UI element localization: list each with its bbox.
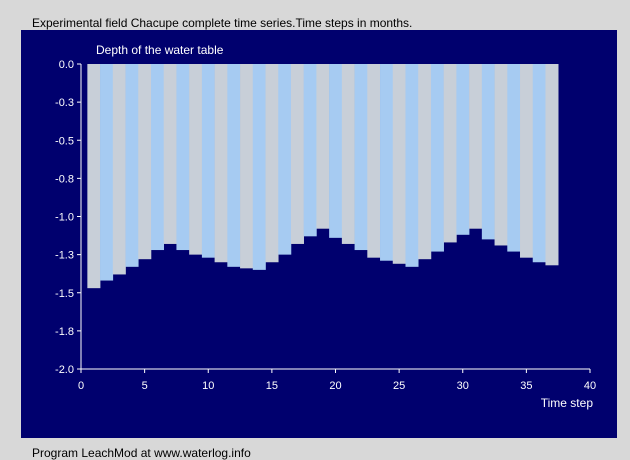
bar-step-9 — [189, 64, 203, 255]
x-tick-label: 40 — [584, 380, 596, 392]
chart-title: Depth of the water table — [96, 43, 224, 57]
y-tick-label: -2.0 — [55, 364, 74, 376]
chart-panel: Depth of the water table 0.0 -0.3 -0.5 -0.8… — [21, 30, 617, 438]
y-tick-label: 0.0 — [59, 59, 74, 71]
bar-step-37 — [545, 64, 559, 266]
bar-step-25 — [392, 64, 406, 264]
x-tick-label: 20 — [329, 380, 341, 392]
x-tick-label: 35 — [520, 380, 532, 392]
bar-step-23 — [367, 64, 381, 258]
water-table-chart: Depth of the water table 0.0 -0.3 -0.5 -0.8… — [55, 43, 596, 410]
x-tick-label: 0 — [78, 380, 84, 392]
bar-step-29 — [443, 64, 457, 243]
x-tick-label: 25 — [393, 380, 405, 392]
x-tick-label: 30 — [457, 380, 469, 392]
bar-step-1 — [87, 64, 101, 289]
bar-step-34 — [507, 64, 521, 252]
y-tick-label: -1.8 — [55, 326, 74, 338]
y-tick-label: -0.8 — [55, 173, 74, 185]
bar-step-33 — [494, 64, 508, 246]
bar-step-2 — [100, 64, 114, 281]
x-tick-label: 5 — [142, 380, 148, 392]
bar-step-16 — [278, 64, 292, 255]
bar-step-8 — [176, 64, 190, 251]
x-tick-label: 10 — [202, 380, 214, 392]
bar-step-22 — [354, 64, 368, 251]
bar-step-4 — [125, 64, 139, 267]
y-tick-label: -1.3 — [55, 250, 74, 262]
bar-step-32 — [481, 64, 495, 240]
bar-step-7 — [163, 64, 177, 244]
bar-step-12 — [227, 64, 241, 267]
bar-step-11 — [214, 64, 228, 263]
bar-step-21 — [341, 64, 355, 244]
bar-step-14 — [252, 64, 266, 270]
bar-step-19 — [316, 64, 330, 229]
bar-step-31 — [469, 64, 483, 229]
bar-step-6 — [150, 64, 165, 251]
y-tick-label: -1.5 — [55, 288, 74, 300]
x-axis-title: Time step — [541, 396, 594, 410]
bar-step-17 — [290, 64, 304, 244]
bar-step-24 — [380, 64, 394, 261]
bar-step-3 — [112, 64, 126, 275]
chart-caption: Experimental field Chacupe complete time… — [32, 16, 413, 30]
bar-step-26 — [405, 64, 419, 267]
bar-step-5 — [138, 64, 152, 260]
bar-step-13 — [240, 64, 254, 269]
bar-step-30 — [456, 64, 470, 235]
y-tick-label: -0.5 — [55, 135, 74, 147]
y-tick-label: -1.0 — [55, 212, 74, 224]
axes-layer: 0.0 -0.3 -0.5 -0.8 -1.0 -1.3 -1.5 -1.8 -2.0 0 5 10 1… — [55, 59, 596, 392]
bar-step-35 — [520, 64, 534, 258]
x-tick-label: 15 — [266, 380, 278, 392]
bar-step-28 — [430, 64, 444, 252]
bar-step-27 — [418, 64, 432, 260]
bar-step-36 — [532, 64, 546, 263]
footer-text: Program LeachMod at www.waterlog.info — [32, 446, 251, 460]
bar-step-10 — [201, 64, 215, 258]
bar-step-18 — [303, 64, 317, 237]
y-tick-label: -0.3 — [55, 97, 74, 109]
bar-step-20 — [329, 64, 343, 238]
bar-step-15 — [265, 64, 279, 263]
bars-layer — [87, 64, 559, 289]
